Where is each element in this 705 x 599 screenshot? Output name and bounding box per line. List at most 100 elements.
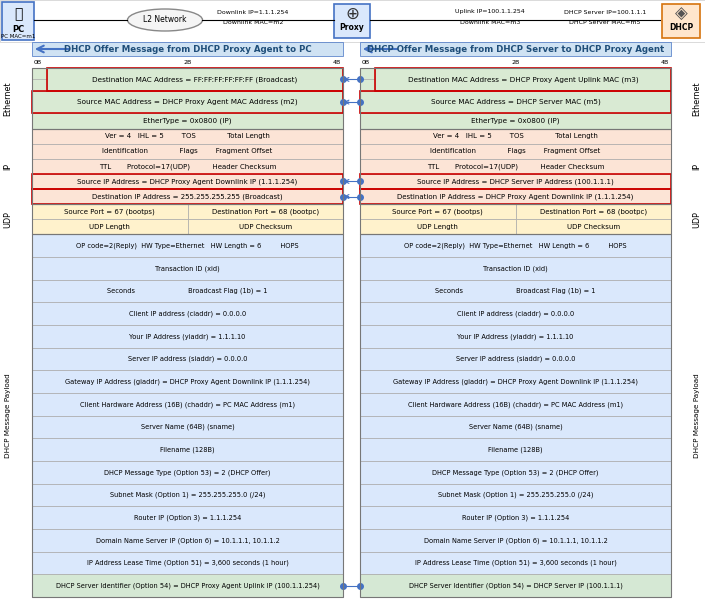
- Text: TTL       Protocol=17(UDP)          Header Checksum: TTL Protocol=17(UDP) Header Checksum: [427, 163, 604, 170]
- Text: Ethernet: Ethernet: [4, 81, 13, 116]
- Text: Router IP (Option 3) = 1.1.1.254: Router IP (Option 3) = 1.1.1.254: [134, 515, 241, 521]
- FancyBboxPatch shape: [360, 393, 671, 416]
- Text: PC: PC: [12, 26, 24, 35]
- FancyBboxPatch shape: [360, 506, 671, 529]
- FancyBboxPatch shape: [32, 552, 343, 574]
- Text: Subnet Mask (Option 1) = 255.255.255.0 (/24): Subnet Mask (Option 1) = 255.255.255.0 (…: [110, 492, 265, 498]
- Text: Your IP Address (yiaddr) = 1.1.1.10: Your IP Address (yiaddr) = 1.1.1.10: [458, 333, 574, 340]
- Text: DHCP Server Identifier (Option 54) = DHCP Server IP (100.1.1.1): DHCP Server Identifier (Option 54) = DHC…: [409, 582, 623, 589]
- FancyBboxPatch shape: [360, 113, 671, 129]
- Text: 4B: 4B: [661, 59, 669, 65]
- FancyBboxPatch shape: [32, 219, 188, 234]
- FancyBboxPatch shape: [32, 416, 343, 438]
- FancyBboxPatch shape: [360, 144, 671, 159]
- Text: Server Name (64B) (sname): Server Name (64B) (sname): [469, 423, 563, 430]
- FancyBboxPatch shape: [32, 461, 343, 483]
- FancyBboxPatch shape: [32, 574, 343, 597]
- Text: DHCP Server MAC=m5: DHCP Server MAC=m5: [570, 20, 641, 25]
- Text: Router IP (Option 3) = 1.1.1.254: Router IP (Option 3) = 1.1.1.254: [462, 515, 569, 521]
- Text: Your IP Address (yiaddr) = 1.1.1.10: Your IP Address (yiaddr) = 1.1.1.10: [129, 333, 245, 340]
- Text: Domain Name Server IP (Option 6) = 10.1.1.1, 10.1.1.2: Domain Name Server IP (Option 6) = 10.1.…: [424, 537, 608, 543]
- Text: Source IP Address = DHCP Proxy Agent Downlink IP (1.1.1.254): Source IP Address = DHCP Proxy Agent Dow…: [78, 178, 298, 184]
- FancyBboxPatch shape: [360, 416, 671, 438]
- FancyBboxPatch shape: [32, 393, 343, 416]
- Text: Client IP address (ciaddr) = 0.0.0.0: Client IP address (ciaddr) = 0.0.0.0: [457, 310, 574, 317]
- FancyBboxPatch shape: [32, 483, 343, 506]
- FancyBboxPatch shape: [360, 257, 671, 280]
- Text: DHCP: DHCP: [669, 23, 693, 32]
- Text: DHCP Offer Message from DHCP Server to DHCP Proxy Agent: DHCP Offer Message from DHCP Server to D…: [367, 44, 664, 53]
- Text: 0B: 0B: [362, 59, 370, 65]
- Text: Destination Port = 68 (bootpc): Destination Port = 68 (bootpc): [540, 208, 646, 215]
- Text: Destination MAC Address = DHCP Proxy Agent Uplink MAC (m3): Destination MAC Address = DHCP Proxy Age…: [407, 76, 638, 83]
- FancyBboxPatch shape: [360, 347, 671, 370]
- Text: Seconds                         Broadcast Flag (1b) = 1: Seconds Broadcast Flag (1b) = 1: [435, 288, 596, 294]
- Text: Source Port = 67 (bootps): Source Port = 67 (bootps): [393, 208, 483, 215]
- FancyBboxPatch shape: [515, 219, 671, 234]
- FancyBboxPatch shape: [360, 189, 671, 204]
- Text: Server IP address (siaddr) = 0.0.0.0: Server IP address (siaddr) = 0.0.0.0: [128, 356, 247, 362]
- FancyBboxPatch shape: [47, 68, 343, 91]
- Text: Gateway IP Address (giaddr) = DHCP Proxy Agent Downlink IP (1.1.1.254): Gateway IP Address (giaddr) = DHCP Proxy…: [393, 379, 638, 385]
- FancyBboxPatch shape: [360, 280, 671, 302]
- FancyBboxPatch shape: [360, 219, 515, 234]
- Text: Ver = 4   IHL = 5        TOS              Total Length: Ver = 4 IHL = 5 TOS Total Length: [433, 133, 598, 139]
- Text: UDP Length: UDP Length: [417, 224, 458, 230]
- FancyBboxPatch shape: [32, 113, 343, 129]
- FancyBboxPatch shape: [32, 174, 343, 189]
- Text: 0B: 0B: [34, 59, 42, 65]
- Text: UDP Length: UDP Length: [90, 224, 130, 230]
- FancyBboxPatch shape: [32, 189, 343, 204]
- Text: L2 Network: L2 Network: [143, 16, 187, 25]
- Text: Gateway IP Address (giaddr) = DHCP Proxy Agent Downlink IP (1.1.1.254): Gateway IP Address (giaddr) = DHCP Proxy…: [65, 379, 310, 385]
- Text: Seconds                         Broadcast Flag (1b) = 1: Seconds Broadcast Flag (1b) = 1: [107, 288, 268, 294]
- FancyBboxPatch shape: [360, 68, 671, 91]
- Text: UDP Checksum: UDP Checksum: [239, 224, 292, 230]
- FancyBboxPatch shape: [32, 347, 343, 370]
- FancyBboxPatch shape: [32, 68, 47, 80]
- Text: EtherType = 0x0800 (IP): EtherType = 0x0800 (IP): [143, 118, 232, 124]
- Text: Filename (128B): Filename (128B): [488, 446, 543, 453]
- Ellipse shape: [128, 9, 202, 31]
- Text: Identification              Flags        Fragment Offset: Identification Flags Fragment Offset: [102, 148, 273, 154]
- FancyBboxPatch shape: [32, 257, 343, 280]
- Text: UDP: UDP: [692, 211, 701, 228]
- FancyBboxPatch shape: [360, 204, 515, 219]
- Text: DHCP Message Type (Option 53) = 2 (DHCP Offer): DHCP Message Type (Option 53) = 2 (DHCP …: [104, 469, 271, 476]
- Text: OP code=2(Reply)  HW Type=Ethernet   HW Length = 6         HOPS: OP code=2(Reply) HW Type=Ethernet HW Len…: [76, 243, 299, 249]
- FancyBboxPatch shape: [360, 574, 671, 597]
- Text: Client Hardware Address (16B) (chaddr) = PC MAC Address (m1): Client Hardware Address (16B) (chaddr) =…: [80, 401, 295, 407]
- Text: DHCP Server IP=100.1.1.1: DHCP Server IP=100.1.1.1: [564, 10, 646, 14]
- Text: DHCP Server Identifier (Option 54) = DHCP Proxy Agent Uplink IP (100.1.1.254): DHCP Server Identifier (Option 54) = DHC…: [56, 582, 319, 589]
- FancyBboxPatch shape: [360, 42, 671, 56]
- FancyBboxPatch shape: [32, 506, 343, 529]
- Text: Server Name (64B) (sname): Server Name (64B) (sname): [140, 423, 234, 430]
- FancyBboxPatch shape: [32, 42, 343, 56]
- Text: Client Hardware Address (16B) (chaddr) = PC MAC Address (m1): Client Hardware Address (16B) (chaddr) =…: [408, 401, 623, 407]
- Text: Transaction ID (xid): Transaction ID (xid): [155, 265, 220, 271]
- Text: Destination MAC Address = FF:FF:FF:FF:FF:FF (Broadcast): Destination MAC Address = FF:FF:FF:FF:FF…: [92, 76, 298, 83]
- FancyBboxPatch shape: [32, 204, 188, 219]
- Text: EtherType = 0x0800 (IP): EtherType = 0x0800 (IP): [471, 118, 560, 124]
- Text: DHCP Offer Message from DHCP Proxy Agent to PC: DHCP Offer Message from DHCP Proxy Agent…: [63, 44, 312, 53]
- Text: DHCP Message Payload: DHCP Message Payload: [5, 373, 11, 458]
- FancyBboxPatch shape: [360, 483, 671, 506]
- FancyBboxPatch shape: [32, 438, 343, 461]
- Text: DHCP Message Payload: DHCP Message Payload: [694, 373, 700, 458]
- Text: IP Address Lease Time (Option 51) = 3,600 seconds (1 hour): IP Address Lease Time (Option 51) = 3,60…: [87, 559, 288, 566]
- FancyBboxPatch shape: [32, 234, 343, 257]
- FancyBboxPatch shape: [360, 370, 671, 393]
- FancyBboxPatch shape: [360, 438, 671, 461]
- Text: Source MAC Address = DHCP Proxy Agent MAC Address (m2): Source MAC Address = DHCP Proxy Agent MA…: [77, 99, 298, 105]
- Text: Destination IP Address = DHCP Proxy Agent Downlink IP (1.1.1.254): Destination IP Address = DHCP Proxy Agen…: [398, 193, 634, 200]
- Text: Source IP Address = DHCP Server IP Address (100.1.1.1): Source IP Address = DHCP Server IP Addre…: [417, 178, 614, 184]
- Text: TTL       Protocol=17(UDP)          Header Checksum: TTL Protocol=17(UDP) Header Checksum: [99, 163, 276, 170]
- Text: IP Address Lease Time (Option 51) = 3,600 seconds (1 hour): IP Address Lease Time (Option 51) = 3,60…: [415, 559, 616, 566]
- Text: Filename (128B): Filename (128B): [160, 446, 215, 453]
- Text: ⊕: ⊕: [345, 5, 359, 23]
- FancyBboxPatch shape: [32, 280, 343, 302]
- FancyBboxPatch shape: [32, 68, 343, 91]
- Text: Identification              Flags        Fragment Offset: Identification Flags Fragment Offset: [430, 148, 601, 154]
- Text: IP: IP: [692, 163, 701, 170]
- FancyBboxPatch shape: [360, 325, 671, 347]
